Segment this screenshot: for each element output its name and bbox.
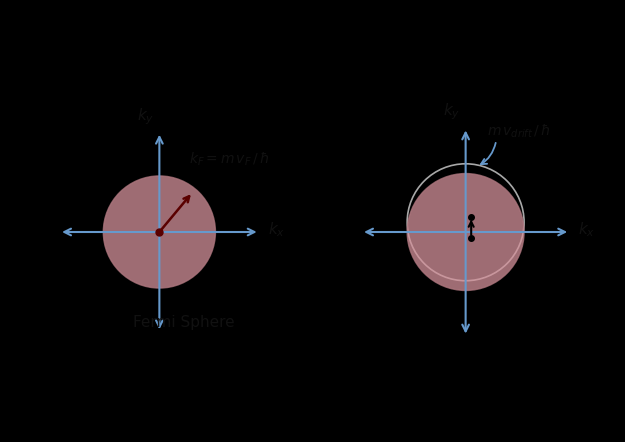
Circle shape	[407, 174, 524, 290]
Text: $k_x$: $k_x$	[268, 220, 285, 239]
Circle shape	[103, 176, 216, 288]
Text: $k_x$: $k_x$	[578, 220, 596, 239]
Text: $k_F = m\, v_F\, /\, \hbar$: $k_F = m\, v_F\, /\, \hbar$	[189, 151, 269, 168]
Text: Fermi Sphere: Fermi Sphere	[132, 315, 234, 330]
Text: $k_y$: $k_y$	[138, 106, 154, 126]
Text: $k_y$: $k_y$	[443, 101, 461, 122]
Text: $m\, v_{drift}\, /\, \hbar$: $m\, v_{drift}\, /\, \hbar$	[486, 123, 550, 141]
